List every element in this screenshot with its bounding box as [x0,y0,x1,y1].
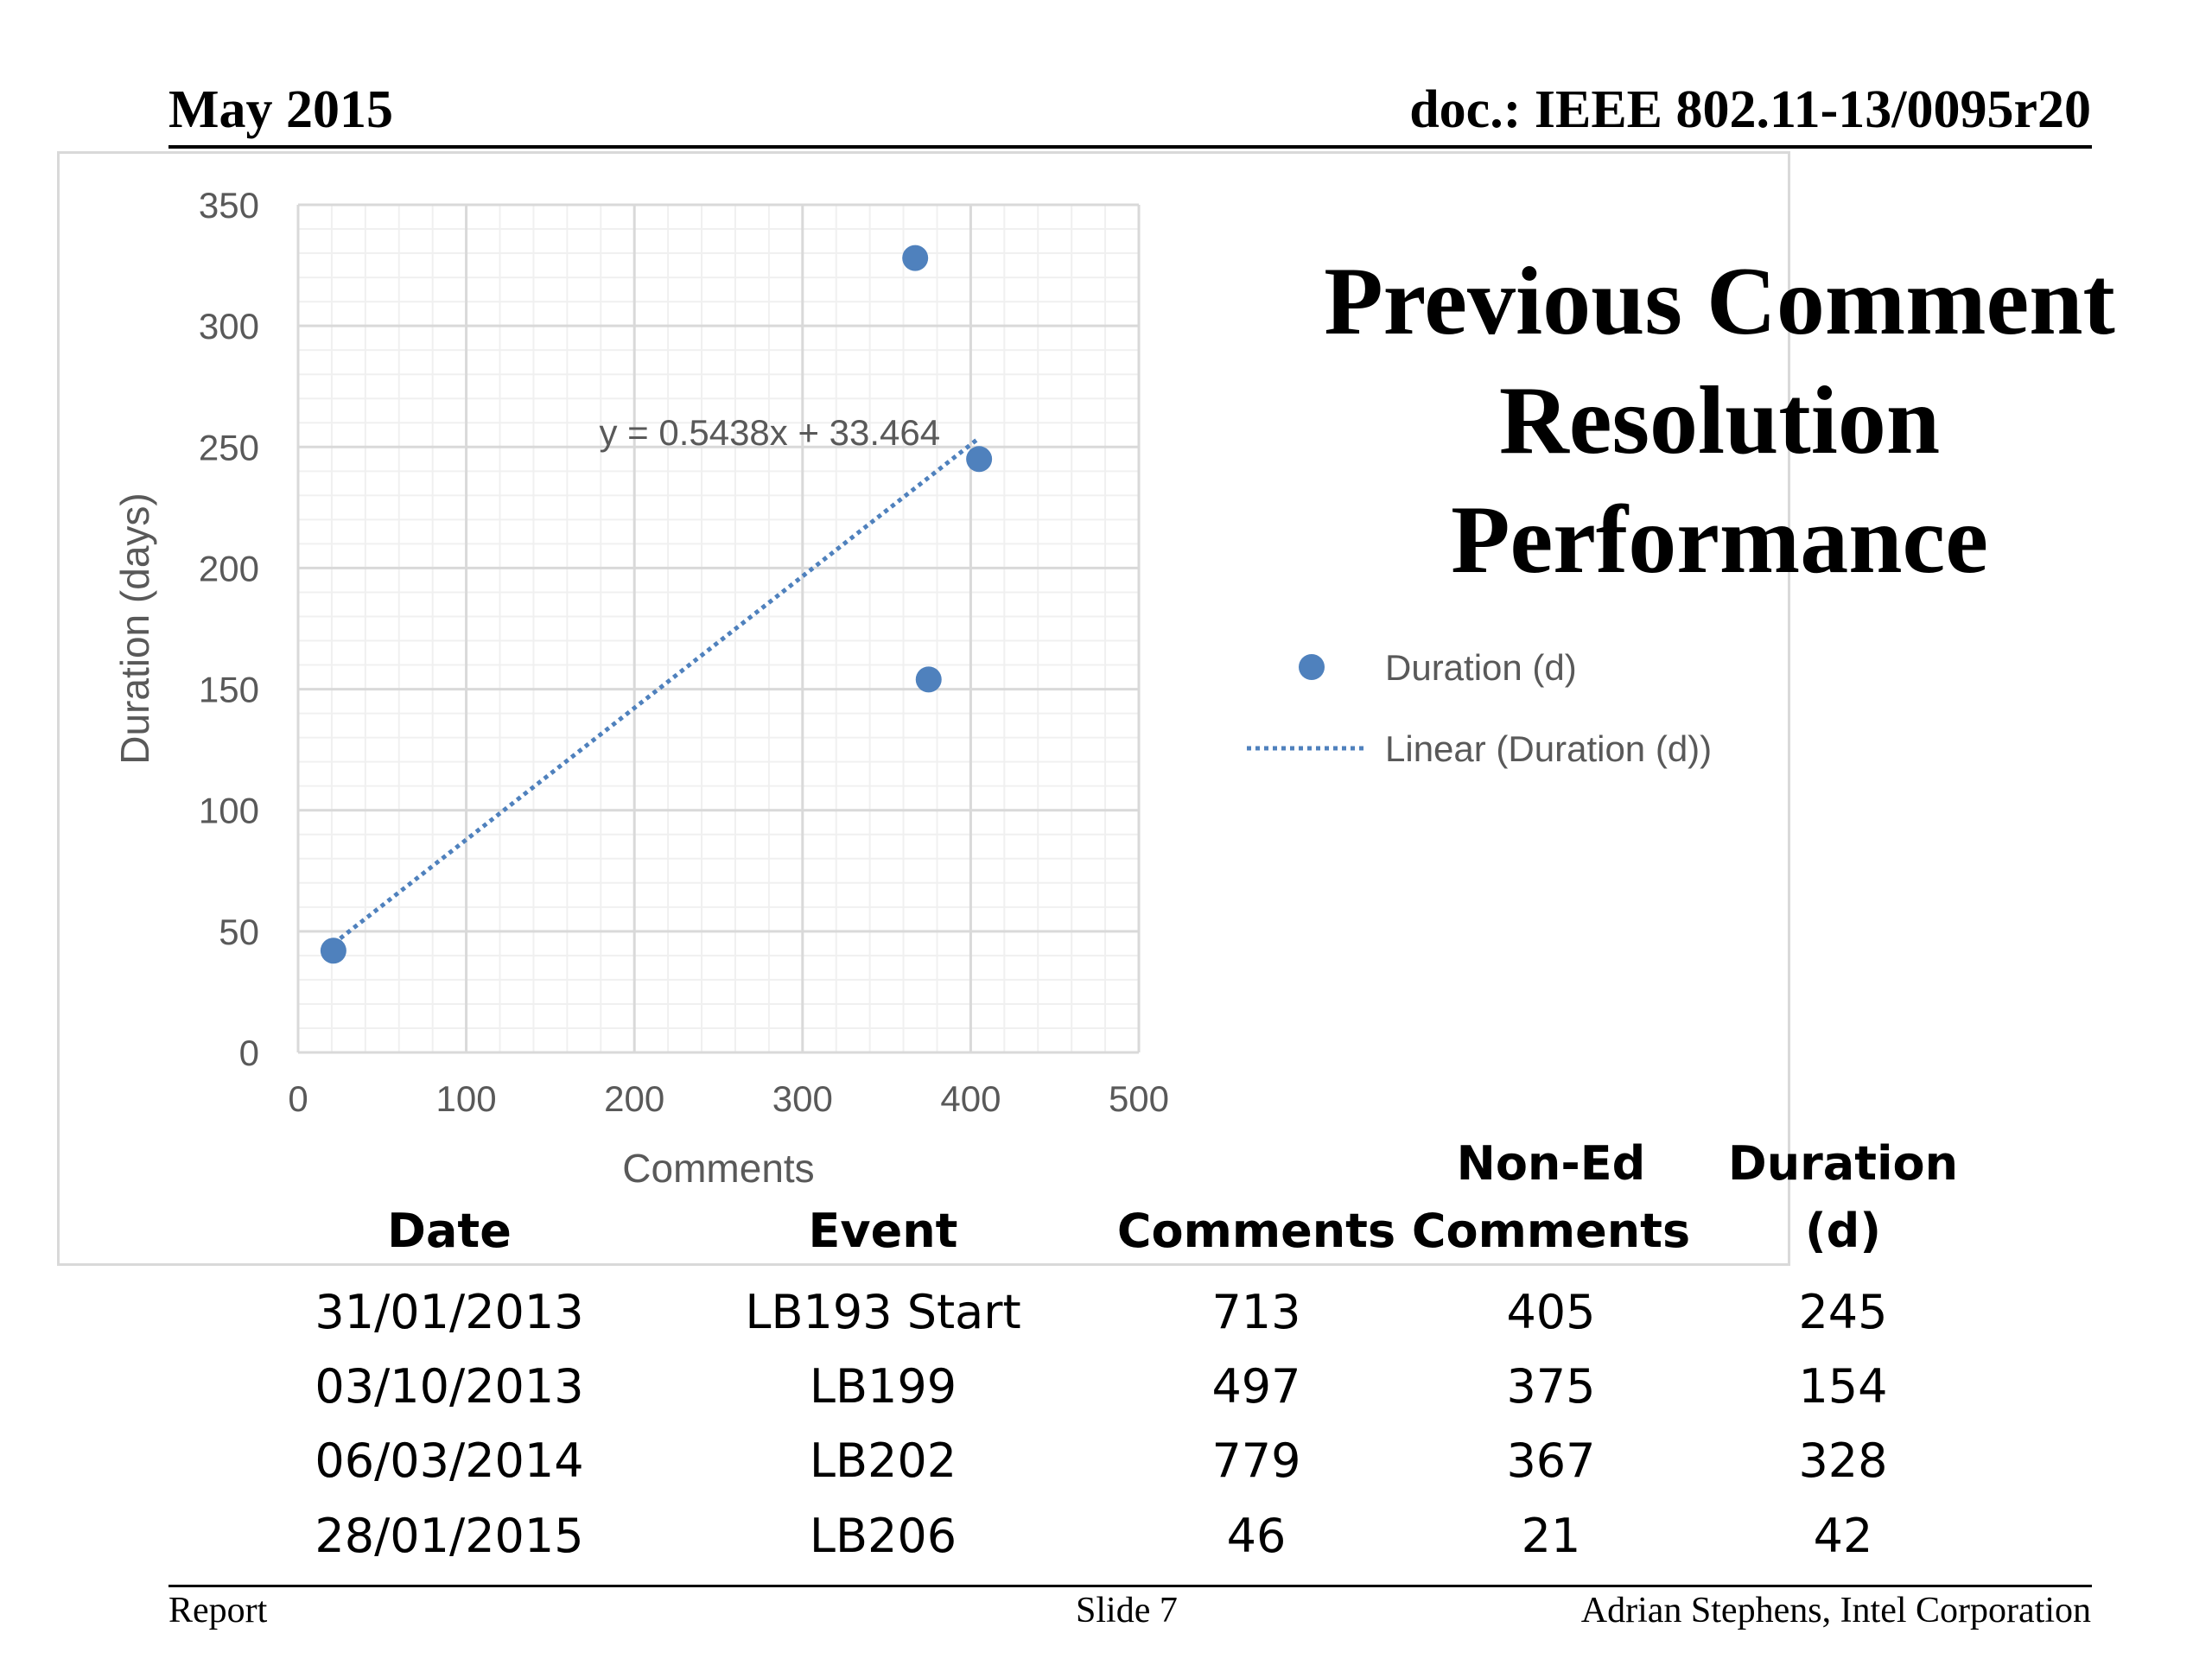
table-cell: 46 [1226,1509,1287,1563]
table-cell: 328 [1798,1433,1888,1488]
x-tick-label: 200 [604,1078,664,1119]
table-cell: 497 [1211,1359,1301,1414]
table-header-cell: Date [387,1204,512,1258]
data-point [320,938,346,964]
table-header-cell: Event [808,1204,958,1258]
slide-title-line: Previous Comment [1324,248,2115,355]
table-cell: 713 [1211,1285,1301,1339]
footer-rule [168,1585,2092,1587]
y-tick-label: 50 [219,912,259,952]
legend-label-trendline: Linear (Duration (d)) [1385,728,1712,769]
table-cell: 42 [1813,1509,1873,1563]
trendline-equation: y = 0.5438x + 33.464 [599,412,940,453]
header-date: May 2015 [168,80,394,139]
table-cell: 245 [1798,1285,1888,1339]
header-doc-id: doc.: IEEE 802.11-13/0095r20 [1409,80,2091,139]
legend-label-series: Duration (d) [1385,647,1577,688]
trendline [332,435,981,946]
x-tick-label: 400 [940,1078,1001,1119]
x-tick-label: 500 [1109,1078,1169,1119]
slide-title-line: Performance [1451,486,1988,594]
y-tick-label: 250 [199,427,259,467]
footer-slide-number: Slide 7 [1076,1591,1178,1630]
data-point [966,446,993,473]
footer-author: Adrian Stephens, Intel Corporation [1580,1591,2091,1630]
slide-title: Previous Comment Resolution Performance [1279,242,2160,600]
table-header-cell: Duration [1727,1136,1959,1191]
table-cell: 21 [1521,1509,1581,1563]
table-header-cell: Comments [1411,1204,1691,1258]
header-rule [168,145,2092,149]
chart-frame [57,151,1790,1266]
table-cell: LB202 [809,1433,957,1488]
table-cell: 154 [1798,1359,1888,1414]
footer-left: Report [168,1591,268,1630]
slide-title-line: Resolution [1498,367,1941,474]
y-axis-title: Duration (days) [112,493,157,764]
table-cell: LB193 Start [745,1285,1021,1339]
table-cell: LB199 [809,1359,957,1414]
table-cell: 28/01/2015 [315,1509,584,1563]
y-tick-label: 0 [239,1033,259,1073]
x-tick-label: 300 [772,1078,833,1119]
table-header-cell: Non-Ed [1456,1136,1646,1191]
table-cell: 06/03/2014 [315,1433,584,1488]
table-cell: 31/01/2013 [315,1285,584,1339]
y-tick-label: 150 [199,670,259,710]
x-tick-label: 0 [288,1078,308,1119]
table-cell: LB206 [809,1509,957,1563]
y-tick-label: 200 [199,548,259,588]
table-header-cell: (d) [1804,1204,1881,1258]
table-cell: 367 [1506,1433,1596,1488]
y-tick-label: 350 [199,185,259,226]
table-cell: 405 [1506,1285,1596,1339]
y-tick-label: 300 [199,306,259,346]
table-header-cell: Comments [1116,1204,1396,1258]
data-point [915,666,942,693]
legend-marker-series [1299,654,1325,680]
table-cell: 779 [1211,1433,1301,1488]
x-axis-title: Comments [622,1146,814,1191]
x-tick-label: 100 [436,1078,497,1119]
table-cell: 03/10/2013 [315,1359,584,1414]
y-tick-label: 100 [199,791,259,831]
table-cell: 375 [1506,1359,1596,1414]
data-point [902,245,929,271]
